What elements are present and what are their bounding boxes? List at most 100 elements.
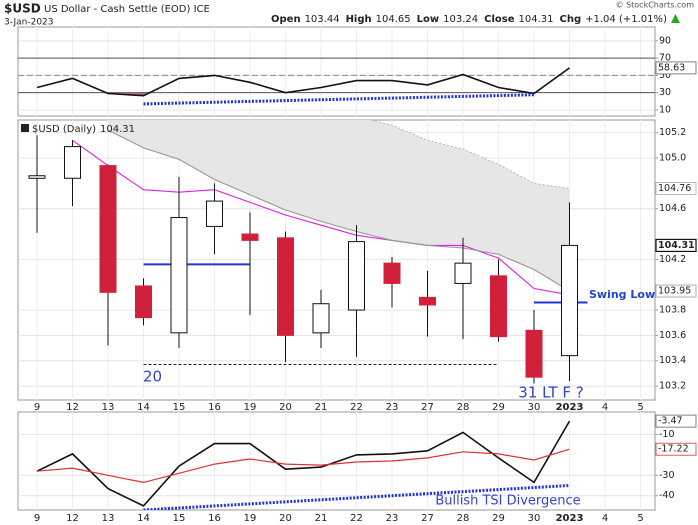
legend-name: $USD (Daily) bbox=[32, 124, 96, 135]
ohlc-value: 104.31 bbox=[519, 14, 554, 25]
x-tick-label: 2023 bbox=[556, 513, 584, 524]
legend-value: 104.31 bbox=[100, 124, 135, 135]
x-tick-label: 5 bbox=[637, 402, 643, 413]
overlay-line bbox=[370, 120, 570, 189]
x-tick-label: 16 bbox=[208, 513, 221, 524]
last-value-box bbox=[655, 61, 697, 75]
last-value-text: -3.47 bbox=[658, 416, 683, 427]
candle-body bbox=[348, 241, 365, 311]
x-tick-label: 12 bbox=[66, 513, 79, 524]
candle-body bbox=[241, 233, 259, 241]
legend-swatch bbox=[21, 124, 29, 132]
annotation: Swing Low bbox=[589, 288, 655, 301]
y-tick-label: 103.6 bbox=[659, 330, 686, 341]
y-tick-label: 10 bbox=[659, 104, 671, 115]
annotation: 31 LT F ? bbox=[518, 384, 583, 402]
x-tick-label: 14 bbox=[137, 513, 150, 524]
last-value-text: 104.31 bbox=[658, 240, 695, 251]
last-value-box bbox=[655, 414, 697, 428]
x-tick-label: 9 bbox=[34, 402, 40, 413]
ohlc-label: Open bbox=[271, 14, 301, 25]
x-tick-label: 29 bbox=[492, 513, 505, 524]
x-tick-label: 28 bbox=[457, 513, 470, 524]
candle-body bbox=[419, 296, 436, 306]
y-tick-label: -10 bbox=[659, 429, 675, 440]
candle-body bbox=[64, 146, 81, 179]
chg-arrow bbox=[670, 14, 680, 23]
ohlc-summary: Open 103.44 High 104.65 Low 103.24 Close 104.31… bbox=[271, 14, 667, 25]
last-value-text: 58.63 bbox=[658, 62, 685, 73]
series-line bbox=[36, 420, 571, 507]
band-fill bbox=[108, 120, 570, 292]
ohlc-value: 103.24 bbox=[443, 14, 478, 25]
annotation: 20 bbox=[143, 368, 162, 386]
y-tick-label: -30 bbox=[659, 470, 675, 481]
y-tick-label: 103.4 bbox=[659, 355, 686, 366]
annotation: Bullish TSI Divergence bbox=[435, 494, 580, 509]
x-tick-label: 28 bbox=[457, 402, 470, 413]
x-tick-label: 30 bbox=[528, 513, 541, 524]
x-tick-label: 30 bbox=[528, 402, 541, 413]
ohlc-label: High bbox=[346, 14, 372, 25]
date: 3-Jan-2023 bbox=[4, 18, 54, 28]
trendline bbox=[143, 484, 570, 510]
last-value-box bbox=[655, 284, 697, 298]
last-value-box bbox=[655, 442, 697, 456]
y-tick-label: 105.2 bbox=[659, 127, 686, 138]
candle-body bbox=[135, 285, 152, 319]
candle-body bbox=[277, 237, 294, 336]
y-tick-label: 104.2 bbox=[659, 254, 686, 265]
y-tick-label: 103.2 bbox=[659, 381, 686, 392]
last-value-label: 104.76 bbox=[655, 182, 697, 195]
x-tick-label: 23 bbox=[386, 513, 399, 524]
y-tick-label: 90 bbox=[659, 35, 671, 46]
panel-frame bbox=[17, 26, 656, 117]
x-tick-label: 14 bbox=[137, 402, 150, 413]
last-value-box bbox=[655, 182, 697, 195]
x-tick-label: 22 bbox=[350, 513, 363, 524]
y-tick-label: -40 bbox=[659, 490, 675, 501]
y-tick-label: 50 bbox=[659, 70, 671, 81]
candle-body bbox=[490, 275, 507, 338]
x-tick-label: 5 bbox=[637, 513, 643, 524]
x-tick-label: 4 bbox=[602, 402, 608, 413]
candle-body bbox=[206, 200, 223, 227]
last-value-label: -3.47 bbox=[655, 414, 697, 428]
x-tick-label: 21 bbox=[315, 513, 328, 524]
legend: $USD (Daily) 104.31 bbox=[32, 124, 135, 135]
x-tick-label: 15 bbox=[173, 402, 186, 413]
symbol: $USD bbox=[4, 2, 41, 16]
chg-value: +1.04 (+1.01%) bbox=[585, 14, 667, 25]
ohlc-value: 104.65 bbox=[376, 14, 411, 25]
last-value-label: 103.95 bbox=[655, 284, 697, 298]
candle-body bbox=[383, 262, 401, 284]
plot-layer: Open 103.44 High 104.65 Low 103.24 Close 104.31… bbox=[17, 14, 697, 524]
x-tick-label: 21 bbox=[315, 402, 328, 413]
x-tick-label: 19 bbox=[244, 513, 257, 524]
x-tick-label: 19 bbox=[244, 402, 257, 413]
x-tick-label: 13 bbox=[102, 402, 115, 413]
ohlc-label: Low bbox=[417, 14, 439, 25]
x-tick-label: 22 bbox=[350, 402, 363, 413]
y-tick-label: 103.8 bbox=[659, 305, 686, 316]
series-line bbox=[36, 448, 570, 484]
oversold-fill bbox=[37, 92, 570, 96]
x-tick-label: 27 bbox=[421, 513, 434, 524]
candle-body bbox=[28, 175, 46, 179]
last-value-label: 58.63 bbox=[655, 61, 697, 75]
x-tick-label: 27 bbox=[421, 402, 434, 413]
x-tick-label: 9 bbox=[34, 513, 40, 524]
overlay-line bbox=[72, 139, 570, 296]
x-tick-label: 4 bbox=[602, 513, 608, 524]
last-value-box bbox=[655, 238, 697, 253]
source: © StockCharts.com bbox=[616, 1, 695, 10]
x-tick-label: 15 bbox=[173, 513, 186, 524]
instrument-name: US Dollar - Cash Settle (EOD) ICE bbox=[44, 4, 210, 15]
candle-body bbox=[170, 217, 188, 334]
last-value-text: 104.76 bbox=[658, 183, 691, 194]
candle-body bbox=[99, 165, 117, 293]
last-value-text: 103.95 bbox=[658, 286, 691, 297]
last-value-text: -17.22 bbox=[658, 444, 689, 455]
